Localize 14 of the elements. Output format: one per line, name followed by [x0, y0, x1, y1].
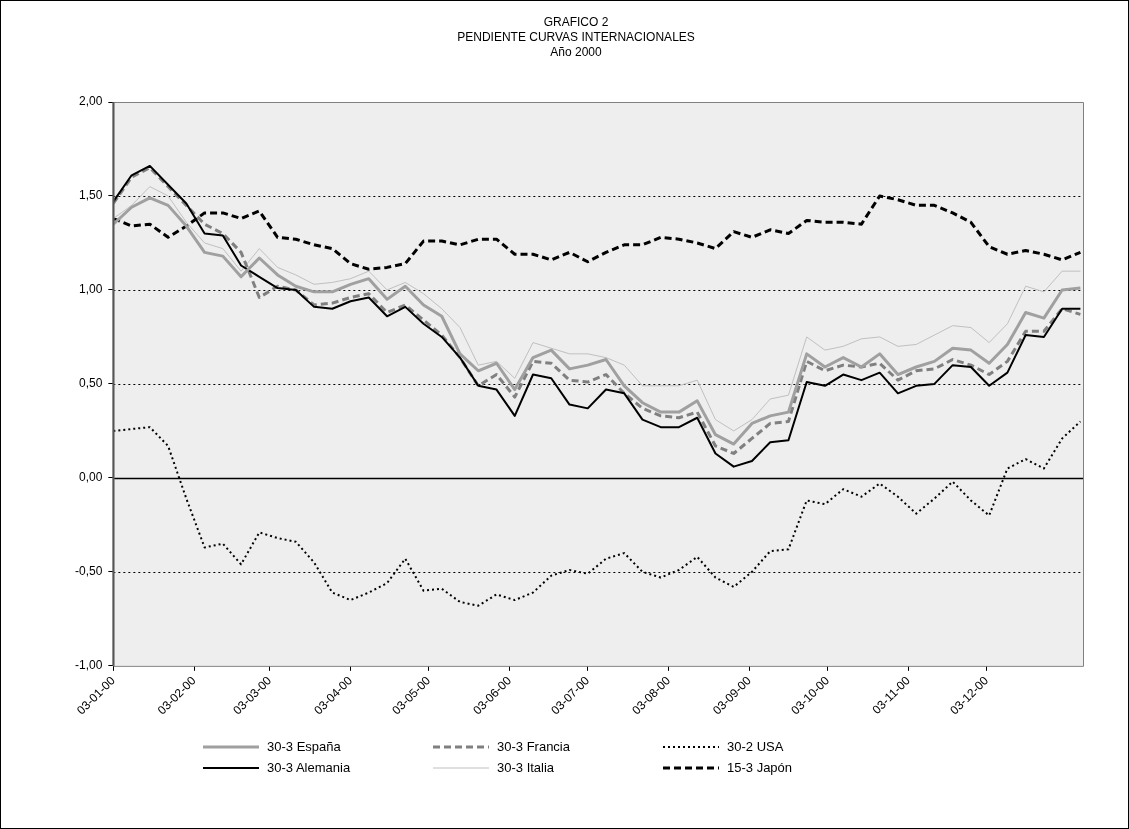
legend-label: 30-2 USA	[727, 739, 784, 754]
y-tick-label: -0,50	[74, 564, 103, 579]
y-tick-label: 2,00	[78, 94, 103, 109]
y-tick-label: 1,00	[78, 282, 103, 297]
y-tick-label: 0,50	[78, 376, 103, 391]
y-tick-label: 1,50	[78, 188, 103, 203]
y-tick-label: 0,00	[78, 470, 103, 485]
chart-title: GRAFICO 2 PENDIENTE CURVAS INTERNACIONALES Año 2000	[457, 14, 695, 59]
legend-label: 30-3 Francia	[497, 739, 570, 754]
legend-label: 30-3 Italia	[497, 760, 555, 775]
y-tick-label: -1,00	[74, 658, 103, 673]
legend-label: 15-3 Japón	[727, 760, 793, 775]
legend-label: 30-3 Alemania	[267, 760, 351, 775]
legend-label: 30-3 España	[267, 739, 341, 754]
